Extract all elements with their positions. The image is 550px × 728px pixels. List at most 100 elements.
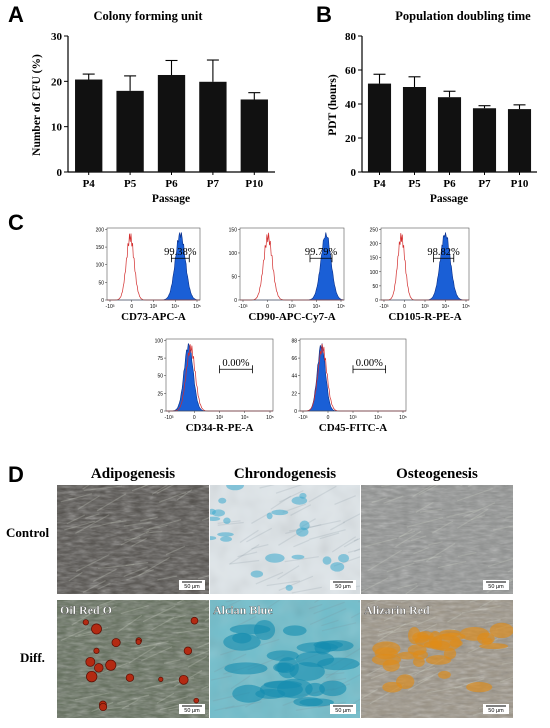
alcian-cell: [250, 570, 264, 578]
cell-streak: [353, 548, 360, 552]
alcian-cell: [322, 556, 332, 565]
cell-streak: [230, 675, 251, 690]
cell-streak: [82, 580, 106, 593]
panel-a: A Colony forming unit Number of CFU (%) …: [8, 2, 275, 205]
scale-bar-label: 50 μm: [335, 584, 351, 590]
proteoglycan-deposit: [295, 651, 335, 667]
cell-streak: [125, 561, 149, 567]
calcium-deposit: [449, 639, 463, 648]
stain-label: Alizarin Red: [364, 603, 430, 617]
y-tick-label: 50: [157, 374, 163, 380]
proteoglycan-deposit: [319, 640, 354, 652]
cell-streak: [138, 556, 170, 577]
cell-streak: [463, 502, 496, 518]
alcian-cell: [285, 584, 293, 591]
cell-streak: [447, 613, 462, 623]
cell-streak: [259, 485, 275, 489]
cell-streak: [146, 524, 168, 531]
cell-streak: [319, 532, 340, 540]
y-tick-label: 50: [372, 284, 378, 290]
lipid-droplet: [94, 663, 104, 673]
cell-streak: [237, 551, 258, 558]
scale-bar: 50 μm: [179, 580, 205, 590]
y-tick-label: 250: [370, 227, 379, 233]
cell-streak: [467, 485, 473, 488]
cell-streak: [75, 554, 110, 572]
x-tick-label: 10³: [216, 415, 224, 421]
cell-streak: [266, 580, 301, 587]
cell-streak: [131, 644, 158, 649]
proteoglycan-deposit: [319, 680, 347, 697]
cell-streak: [492, 525, 513, 531]
cell-streak: [432, 520, 454, 534]
proteoglycan-deposit: [263, 680, 302, 689]
calcium-deposit: [443, 647, 457, 660]
bar-p4: [367, 83, 392, 172]
y-tick-label: 200: [370, 242, 379, 248]
cell-streak: [96, 493, 127, 512]
cell-streak: [89, 520, 121, 529]
cell-streak: [457, 551, 477, 557]
x-tick-label: P4: [83, 178, 96, 190]
cell-streak: [343, 538, 359, 548]
scale-bar-box: [483, 580, 509, 590]
alcian-cell: [210, 536, 217, 541]
micrograph-texture: [361, 485, 513, 594]
cell-streak: [156, 485, 175, 494]
scale-bar-box: [179, 580, 205, 590]
cell-streak: [390, 629, 409, 634]
y-tick-label: 30: [51, 31, 63, 43]
panel-letter-d: D: [8, 462, 24, 487]
x-tick-label: 10⁵: [193, 304, 201, 310]
bar-p6: [157, 74, 186, 172]
lipid-droplet: [111, 638, 121, 648]
cell-streak: [342, 513, 360, 524]
panel-d: D Adipogenesis Chrondogenesis Osteogenes…: [6, 462, 513, 718]
column-header-adipogenesis: Adipogenesis: [91, 466, 175, 482]
cell-streak: [456, 508, 489, 529]
cell-streak: [398, 529, 413, 539]
y-tick-label: 100: [155, 338, 164, 344]
y-tick-label: 50: [98, 280, 104, 286]
lipid-droplet: [91, 623, 102, 635]
scale-bar: 50 μm: [483, 580, 509, 590]
alcian-cell: [271, 509, 289, 516]
y-tick-label: 0: [57, 167, 63, 179]
cell-streak: [437, 560, 467, 569]
lipid-droplet: [99, 702, 108, 712]
cell-streak: [205, 713, 209, 717]
micrograph-chondrogenesis-diff: 50 μm Alcian Blue: [210, 600, 360, 718]
alcian-cell: [266, 512, 273, 520]
x-tick-label: P10: [511, 178, 529, 190]
cell-streak: [66, 514, 85, 525]
cell-streak: [117, 694, 150, 704]
bar-p5: [402, 87, 427, 172]
cell-streak: [479, 600, 493, 608]
calcium-deposit: [466, 681, 493, 693]
scale-bar-label: 50 μm: [488, 708, 504, 714]
calcium-deposit: [372, 641, 401, 656]
cell-streak: [361, 688, 378, 699]
cell-streak: [176, 489, 193, 501]
cell-streak: [501, 662, 513, 665]
alcian-cell: [210, 516, 221, 521]
cell-streak: [159, 704, 179, 711]
alcian-cell: [218, 497, 227, 504]
cell-streak: [290, 504, 312, 516]
micrograph-content: [361, 600, 513, 718]
cell-streak: [99, 600, 117, 607]
cell-streak: [197, 642, 209, 649]
cell-streak: [213, 663, 231, 673]
cell-streak: [366, 666, 382, 676]
cell-streak: [361, 577, 389, 593]
panel-b: B Population doubling time PDT (hours) P…: [316, 2, 537, 205]
cell-streak: [400, 600, 412, 603]
alcian-cell: [223, 517, 231, 525]
alcian-cell: [212, 509, 225, 517]
x-tick-label: 10⁴: [241, 415, 249, 421]
cell-streak: [347, 548, 360, 554]
micrograph-grid: 50 μm 50 μm 50 μm 50 μm Oil Red O 50 μm Alcian…: [57, 485, 513, 718]
cell-streak: [85, 513, 100, 519]
